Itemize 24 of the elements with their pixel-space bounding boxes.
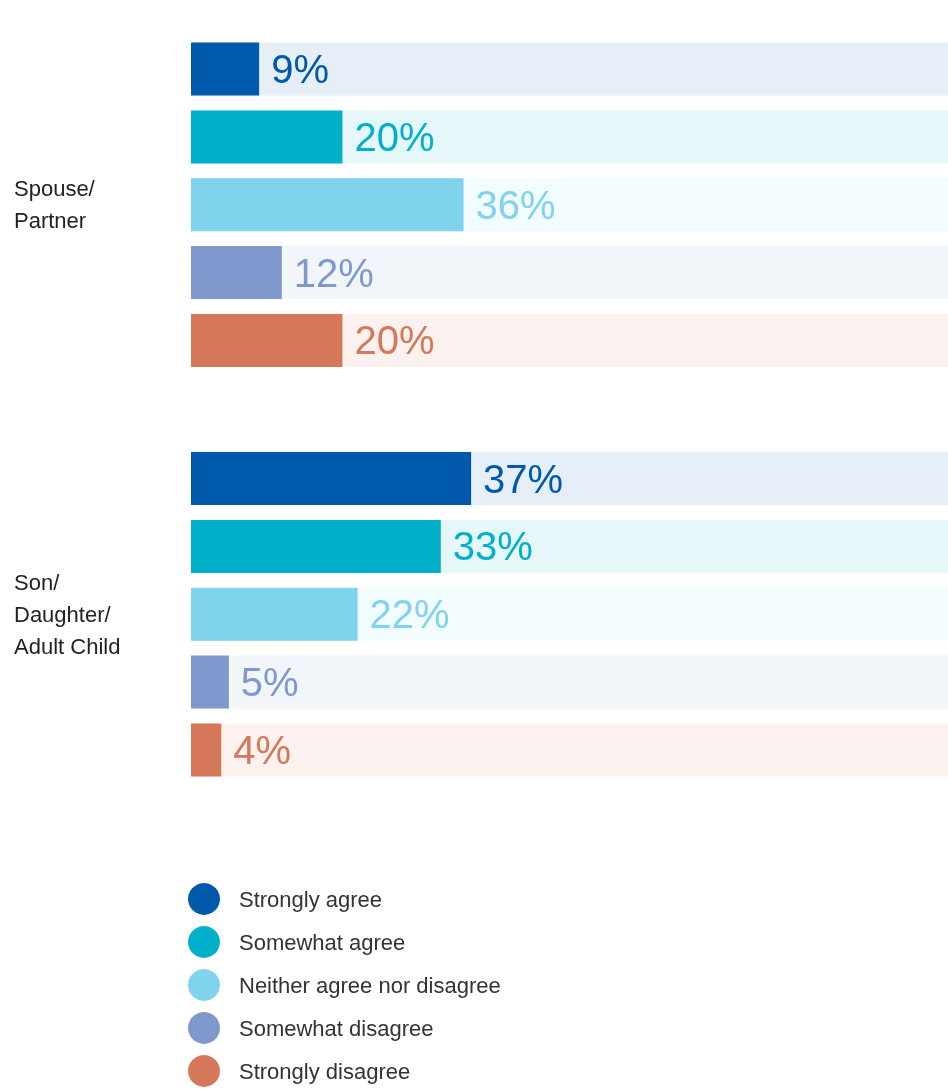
- bar: [191, 42, 260, 96]
- bar: [191, 587, 358, 641]
- data-label: 20%: [354, 318, 435, 363]
- legend-label: Neither agree nor disagree: [239, 972, 501, 998]
- data-label: 5%: [240, 660, 299, 705]
- legend-label: Strongly agree: [239, 886, 383, 912]
- legend-label: Somewhat disagree: [239, 1015, 434, 1041]
- data-label: 37%: [483, 456, 564, 501]
- data-label: 20%: [354, 114, 435, 159]
- bar: [191, 723, 222, 777]
- bar: [191, 655, 229, 709]
- data-label: 9%: [271, 47, 329, 92]
- data-label: 33%: [452, 524, 533, 569]
- y-tick-label: Spouse/ Partner: [14, 176, 96, 234]
- data-label: 22%: [369, 592, 450, 637]
- bar: [191, 246, 282, 300]
- data-label: 12%: [293, 250, 374, 295]
- legend-label: Somewhat agree: [239, 929, 406, 955]
- bar: [191, 110, 343, 164]
- legend-label: Strongly disagree: [239, 1058, 411, 1084]
- y-tick-label: Son/ Daughter/ Adult Child: [14, 569, 121, 659]
- bar: [191, 313, 343, 367]
- data-label: 36%: [475, 182, 556, 227]
- data-label: 4%: [233, 727, 292, 772]
